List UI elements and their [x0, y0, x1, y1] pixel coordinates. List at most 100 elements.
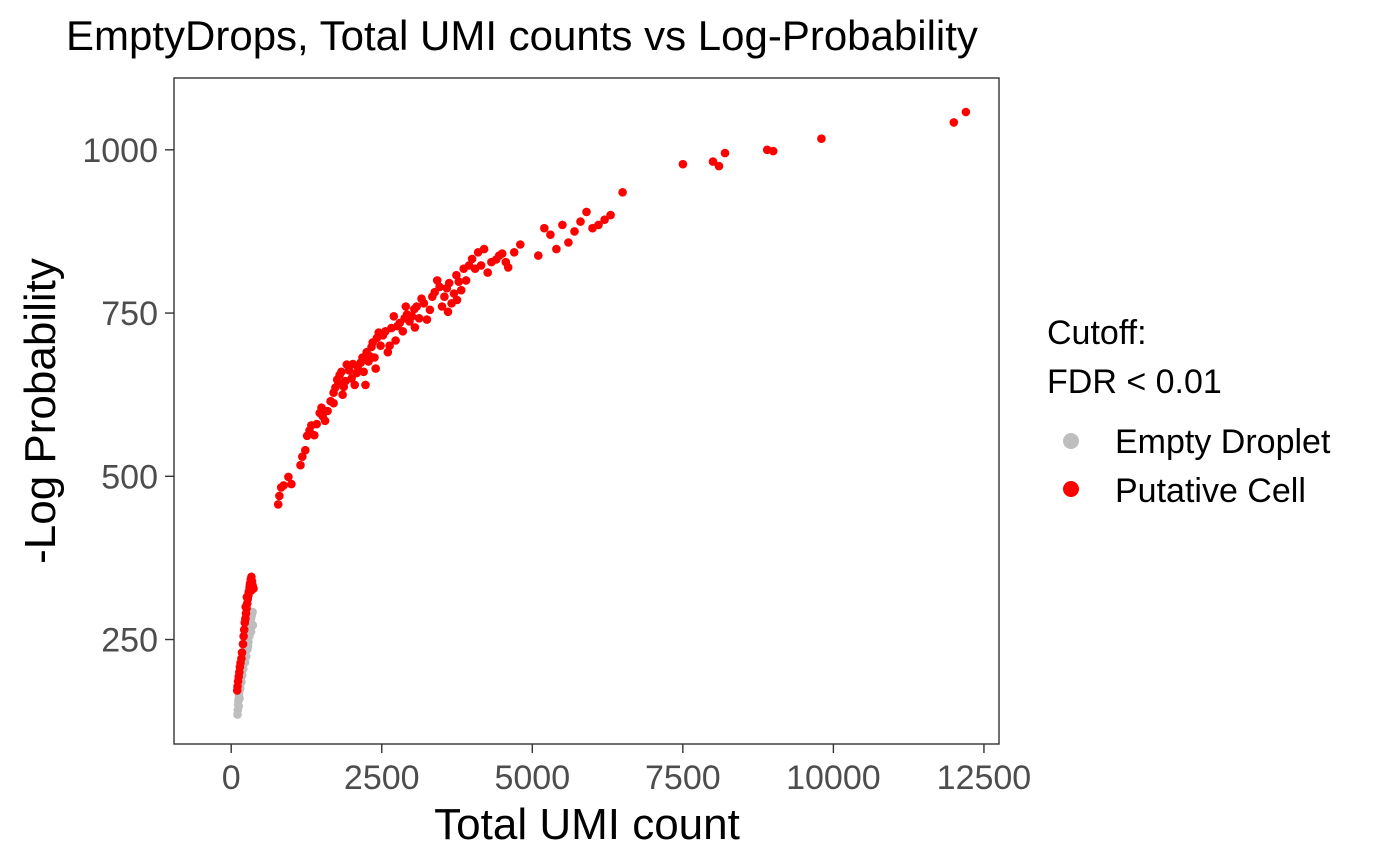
point-putative-cell-38 — [296, 460, 305, 470]
point-putative-cell-157 — [503, 263, 513, 272]
point-putative-cell-152 — [949, 118, 959, 127]
point-putative-cell-104 — [432, 276, 442, 285]
legend-title-line-1: Cutoff: — [1047, 314, 1147, 352]
point-putative-cell-32 — [273, 500, 283, 509]
point-putative-cell-123 — [483, 268, 493, 277]
point-putative-cell-159 — [401, 302, 411, 311]
point-putative-cell-8 — [237, 648, 247, 657]
chart-title: EmptyDrops, Total UMI counts vs Log-Prob… — [66, 12, 978, 59]
point-putative-cell-145 — [678, 159, 688, 169]
point-putative-cell-144 — [618, 188, 627, 197]
point-putative-cell-150 — [768, 146, 778, 156]
point-putative-cell-94 — [407, 312, 417, 321]
point-putative-cell-109 — [444, 278, 454, 288]
y-axis: 250 500 750 1000 — [82, 132, 174, 660]
point-putative-cell-135 — [558, 220, 567, 230]
point-putative-cell-100 — [422, 315, 432, 324]
point-putative-cell-114 — [456, 285, 466, 295]
y-tick-label-500: 500 — [101, 458, 158, 496]
point-putative-cell-83 — [383, 347, 393, 357]
point-putative-cell-45 — [312, 419, 322, 429]
point-putative-cell-106 — [437, 302, 447, 311]
point-putative-cell-132 — [540, 223, 549, 233]
point-putative-cell-37 — [287, 479, 296, 489]
point-empty-droplet-41 — [235, 694, 244, 703]
legend-key-empty-droplet — [1063, 433, 1079, 449]
point-putative-cell-147 — [714, 161, 724, 171]
x-tick-label-12500: 12500 — [937, 759, 1032, 797]
points-layer — [232, 107, 971, 719]
point-putative-cell-118 — [467, 254, 477, 264]
point-putative-cell-134 — [552, 244, 561, 254]
legend-label-putative-cell: Putative Cell — [1115, 472, 1306, 510]
point-putative-cell-70 — [359, 367, 369, 377]
point-putative-cell-9 — [238, 639, 248, 649]
point-putative-cell-156 — [443, 307, 453, 317]
point-putative-cell-65 — [350, 380, 360, 390]
point-putative-cell-141 — [594, 220, 603, 230]
point-putative-cell-121 — [476, 261, 486, 270]
point-putative-cell-27 — [241, 602, 250, 612]
point-putative-cell-130 — [516, 240, 525, 249]
point-putative-cell-50 — [323, 406, 332, 416]
x-tick-label-5000: 5000 — [494, 759, 570, 797]
point-putative-cell-133 — [546, 230, 555, 239]
x-axis-title: Total UMI count — [434, 800, 740, 849]
legend-key-putative-cell — [1063, 481, 1079, 497]
x-tick-label-2500: 2500 — [344, 759, 420, 797]
point-putative-cell-36 — [284, 472, 293, 482]
y-tick-label-250: 250 — [101, 622, 158, 660]
point-putative-cell-148 — [720, 148, 730, 158]
point-putative-cell-107 — [440, 292, 449, 302]
point-putative-cell-96 — [412, 302, 422, 311]
point-empty-droplet-42 — [234, 701, 243, 711]
point-putative-cell-139 — [582, 207, 591, 217]
point-putative-cell-11 — [239, 625, 249, 634]
point-putative-cell-154 — [371, 364, 381, 373]
point-putative-cell-39 — [298, 452, 307, 462]
point-putative-cell-87 — [391, 336, 400, 345]
point-putative-cell-151 — [817, 134, 826, 143]
legend-label-empty-droplet: Empty Droplet — [1115, 423, 1331, 461]
point-putative-cell-116 — [461, 276, 471, 285]
point-putative-cell-33 — [275, 491, 284, 501]
point-putative-cell-99 — [419, 299, 429, 308]
point-putative-cell-136 — [564, 238, 573, 247]
point-putative-cell-84 — [385, 341, 394, 351]
point-putative-cell-49 — [320, 416, 330, 426]
point-putative-cell-80 — [376, 341, 385, 351]
point-putative-cell-138 — [576, 217, 585, 226]
point-putative-cell-153 — [961, 107, 971, 117]
point-putative-cell-35 — [279, 481, 288, 490]
point-putative-cell-155 — [410, 323, 420, 332]
point-putative-cell-105 — [435, 282, 444, 292]
point-empty-droplet-40 — [248, 620, 258, 630]
point-putative-cell-90 — [398, 327, 408, 336]
point-putative-cell-58 — [338, 390, 347, 400]
point-putative-cell-40 — [301, 445, 310, 455]
point-putative-cell-146 — [708, 157, 718, 166]
point-putative-cell-10 — [239, 632, 248, 641]
point-putative-cell-57 — [337, 367, 346, 377]
point-putative-cell-31 — [246, 586, 256, 595]
point-putative-cell-127 — [497, 249, 507, 258]
point-putative-cell-142 — [600, 215, 609, 224]
point-putative-cell-66 — [352, 368, 361, 378]
plot-panel — [173, 77, 1000, 745]
point-putative-cell-62 — [344, 366, 354, 375]
y-axis-title: -Log Probability — [16, 258, 65, 564]
point-putative-cell-131 — [534, 251, 543, 260]
point-putative-cell-86 — [389, 312, 399, 321]
x-tick-label-7500: 7500 — [645, 759, 721, 797]
point-putative-cell-158 — [329, 398, 338, 408]
point-putative-cell-143 — [606, 210, 615, 220]
point-putative-cell-77 — [370, 353, 379, 362]
point-empty-droplet-39 — [246, 627, 256, 636]
point-putative-cell-44 — [310, 430, 319, 440]
point-putative-cell-160 — [452, 295, 462, 305]
y-tick-label-750: 750 — [101, 295, 158, 333]
point-putative-cell-129 — [509, 248, 519, 257]
x-axis: 0 2500 5000 7500 10000 12500 — [222, 744, 1031, 797]
legend: Cutoff: FDR < 0.01 Empty Droplet Putativ… — [1047, 314, 1331, 510]
